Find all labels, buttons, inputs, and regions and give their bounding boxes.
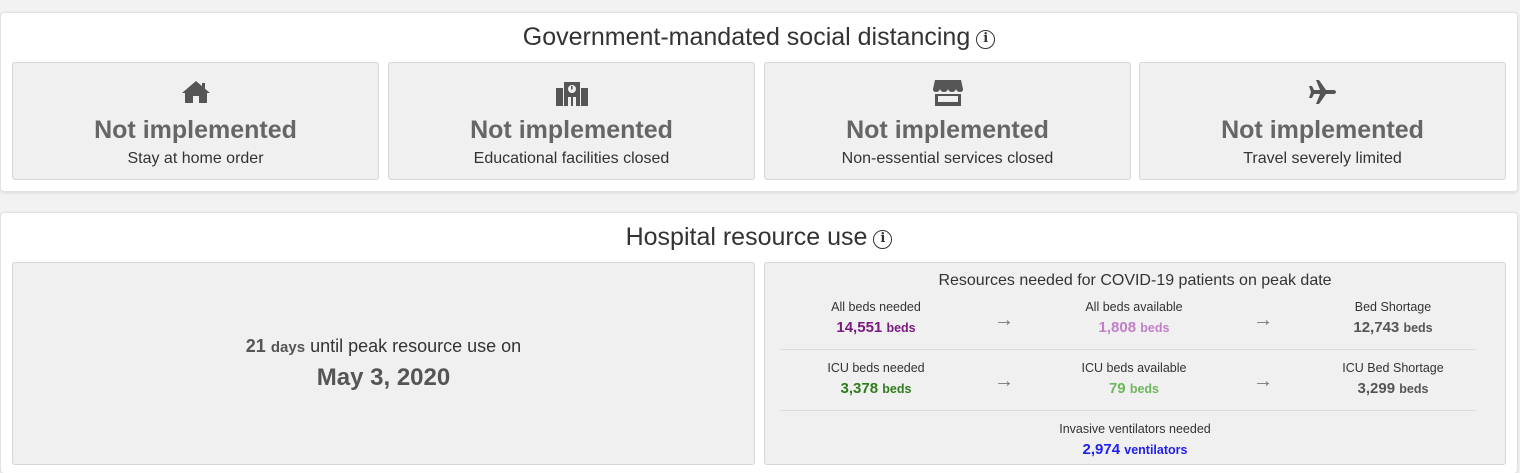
home-icon	[13, 79, 378, 109]
resource-row-all-beds: All beds needed 14,551 beds → All beds a…	[780, 289, 1476, 350]
arrow-right-icon: →	[994, 309, 1014, 331]
policy-status: Not implemented	[470, 116, 673, 144]
resource-unit: beds	[882, 382, 912, 396]
social-distancing-title: Government-mandated social distancing i	[1, 23, 1517, 52]
policy-card-stay-at-home: Not implemented Stay at home order	[12, 62, 379, 180]
policy-card-non-essential: Not implemented Non-essential services c…	[764, 62, 1131, 180]
resource-label: ICU beds needed	[827, 361, 925, 375]
resource-value: 14,551 beds	[776, 319, 976, 336]
resource-value: 1,808 beds	[1034, 319, 1234, 336]
all-beds-needed: All beds needed 14,551 beds	[776, 300, 976, 336]
all-beds-available: All beds available 1,808 beds	[1034, 300, 1234, 336]
days-count: 21	[245, 336, 266, 356]
policy-status: Not implemented	[1221, 116, 1424, 144]
resource-label: Bed Shortage	[1354, 300, 1432, 314]
resource-value: 3,299 beds	[1293, 380, 1493, 397]
social-distancing-panel: Government-mandated social distancing i N…	[0, 12, 1518, 192]
resource-number: 79	[1108, 380, 1126, 397]
info-icon[interactable]: i	[873, 230, 893, 249]
resource-label: Invasive ventilators needed	[1059, 422, 1211, 436]
arrow-right-icon: →	[1253, 309, 1273, 331]
store-icon	[765, 79, 1130, 109]
resource-value: 2,974 ventilators	[765, 441, 1505, 458]
hospital-resource-panel: Hospital resource use i 21 days until pea…	[0, 212, 1518, 473]
peak-date-card: 21 days until peak resource use on May 3…	[12, 262, 755, 465]
resource-unit: ventilators	[1124, 443, 1188, 457]
plane-icon	[1140, 79, 1505, 109]
policy-status: Not implemented	[94, 116, 297, 144]
resource-row-icu-beds: ICU beds needed 3,378 beds → ICU beds av…	[780, 350, 1476, 411]
resource-label: ICU beds available	[1081, 361, 1187, 375]
resource-number: 12,743	[1353, 319, 1400, 336]
resource-number: 1,808	[1098, 319, 1137, 336]
icu-beds-available: ICU beds available 79 beds	[1034, 361, 1234, 397]
policy-card-travel: Not implemented Travel severely limited	[1139, 62, 1506, 180]
resource-number: 3,378	[840, 380, 879, 397]
resource-value: 79 beds	[1034, 380, 1234, 397]
ventilators-needed: Invasive ventilators needed 2,974 ventil…	[765, 422, 1505, 458]
resource-unit: beds	[1399, 382, 1429, 396]
policy-label: Non-essential services closed	[841, 150, 1054, 167]
policy-card-education: Not implemented Educational facilities c…	[388, 62, 755, 180]
days-unit: days	[270, 339, 306, 356]
resource-value: 12,743 beds	[1293, 319, 1493, 336]
resource-number: 14,551	[836, 319, 883, 336]
days-until-peak: 21 days until peak resource use on	[13, 336, 754, 357]
resource-unit: beds	[1140, 321, 1170, 335]
resource-label: ICU Bed Shortage	[1342, 361, 1444, 375]
policy-label: Educational facilities closed	[473, 150, 670, 167]
policy-status: Not implemented	[846, 116, 1049, 144]
resource-label: All beds needed	[831, 300, 921, 314]
resource-number: 3,299	[1357, 380, 1396, 397]
hospital-resource-title-text: Hospital resource use	[625, 223, 868, 251]
resource-value: 3,378 beds	[776, 380, 976, 397]
resource-number: 2,974	[1082, 441, 1121, 458]
resources-card: Resources needed for COVID-19 patients o…	[764, 262, 1506, 465]
bed-shortage: Bed Shortage 12,743 beds	[1293, 300, 1493, 336]
peak-text: until peak resource use on	[310, 336, 522, 356]
school-icon	[389, 79, 754, 109]
peak-date: May 3, 2020	[316, 364, 451, 391]
resources-title: Resources needed for COVID-19 patients o…	[938, 272, 1332, 289]
resource-unit: beds	[1403, 321, 1433, 335]
social-distancing-title-text: Government-mandated social distancing	[522, 23, 971, 51]
policy-label: Travel severely limited	[1243, 150, 1402, 167]
policy-label: Stay at home order	[127, 150, 264, 167]
resource-label: All beds available	[1085, 300, 1183, 314]
resource-unit: beds	[1129, 382, 1160, 396]
arrow-right-icon: →	[1253, 370, 1273, 392]
info-icon[interactable]: i	[976, 30, 996, 49]
resource-unit: beds	[886, 321, 916, 335]
hospital-resource-title: Hospital resource use i	[1, 223, 1517, 252]
arrow-right-icon: →	[994, 370, 1014, 392]
icu-beds-needed: ICU beds needed 3,378 beds	[776, 361, 976, 397]
icu-bed-shortage: ICU Bed Shortage 3,299 beds	[1293, 361, 1493, 397]
